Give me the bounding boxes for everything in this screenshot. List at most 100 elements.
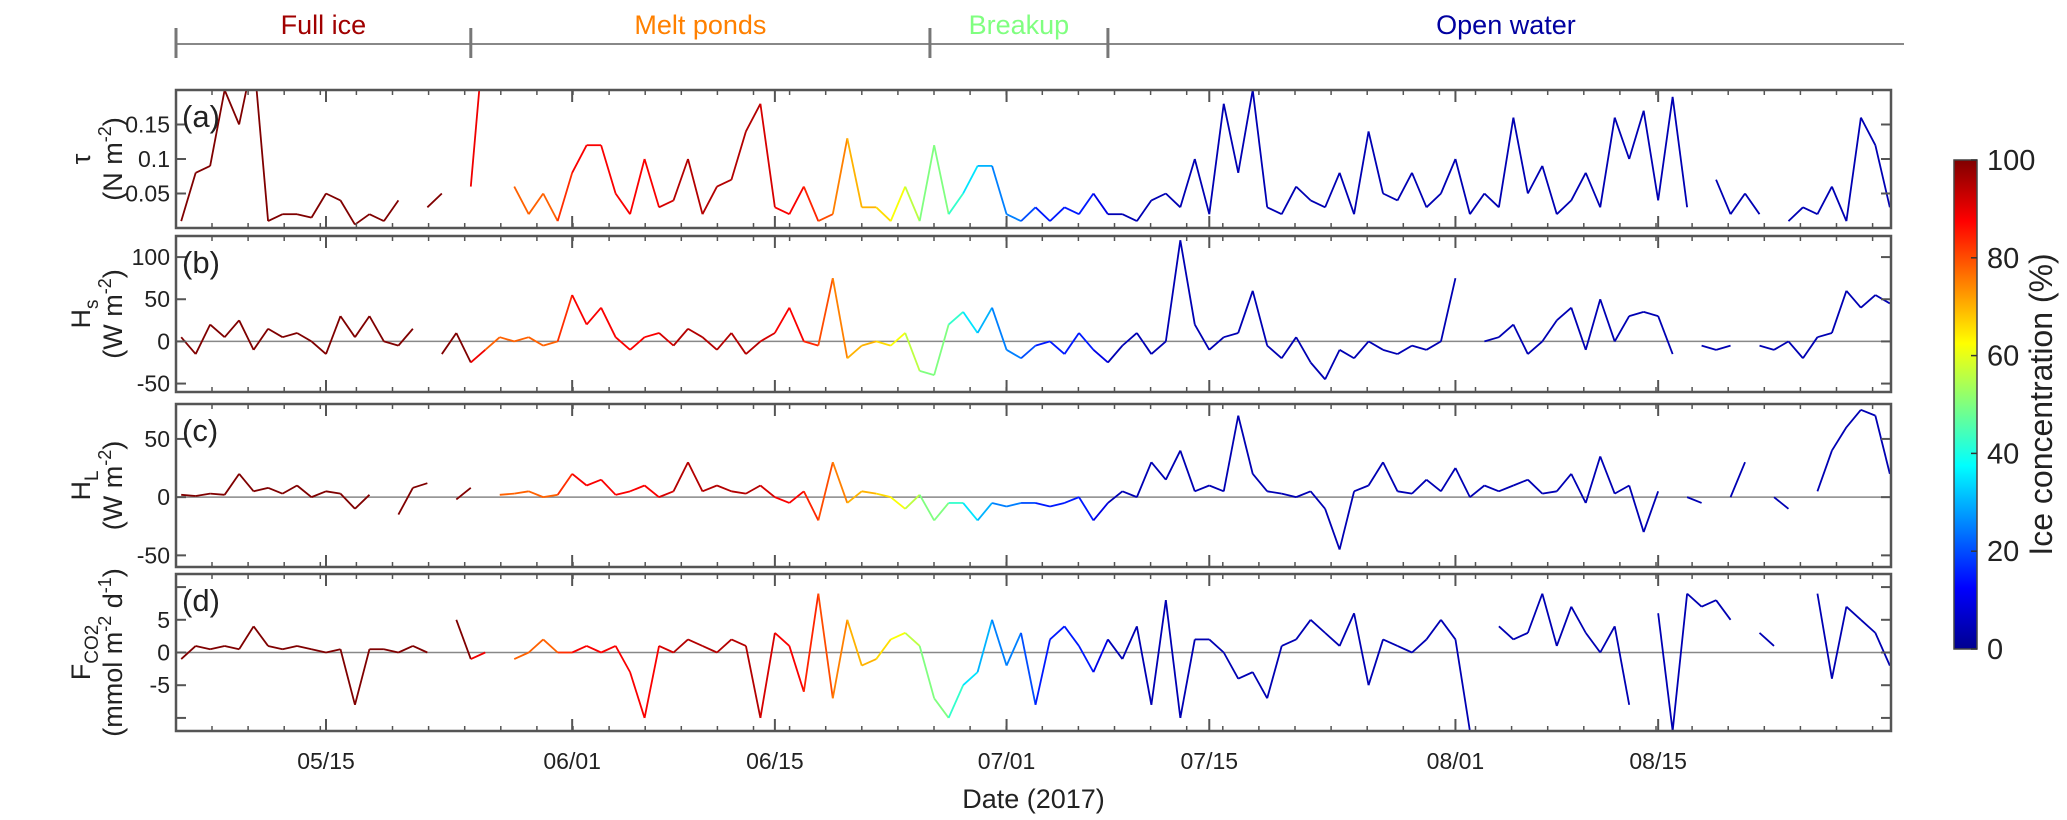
- data-segment: [1367, 461, 1384, 486]
- data-segment: [325, 315, 342, 355]
- data-segment: [267, 213, 283, 222]
- data-segment: [1309, 361, 1326, 380]
- unit-text: d: [98, 593, 128, 616]
- data-segment: [585, 307, 602, 326]
- data-segment: [846, 619, 863, 666]
- data-segment: [1527, 340, 1543, 355]
- data-segment: [571, 144, 588, 174]
- data-segment: [1526, 593, 1544, 634]
- y-tick-label: -50: [137, 371, 170, 397]
- data-segment: [1831, 426, 1848, 452]
- data-segment: [1599, 298, 1616, 342]
- data-segment: [1541, 319, 1558, 342]
- data-segment: [687, 327, 703, 338]
- data-segment: [817, 213, 834, 222]
- data-segment: [1440, 619, 1457, 640]
- data-segment: [615, 490, 631, 496]
- phase-label: Breakup: [969, 10, 1070, 40]
- data-segment: [1613, 626, 1631, 705]
- x-tick-label: 06/15: [746, 748, 804, 774]
- data-segment: [354, 649, 371, 706]
- data-segment: [962, 502, 979, 522]
- data-segment: [1092, 639, 1109, 673]
- data-segment: [774, 307, 791, 334]
- data-segment: [1382, 461, 1399, 492]
- data-segment: [296, 484, 313, 498]
- data-segment: [672, 158, 689, 201]
- data-segment: [1802, 336, 1819, 359]
- data-segment: [701, 336, 718, 351]
- data-segment: [1179, 450, 1196, 492]
- data-segment: [1729, 192, 1746, 215]
- data-segment: [600, 645, 616, 654]
- data-segment: [904, 632, 921, 647]
- data-segment: [1208, 336, 1225, 351]
- data-segment: [1295, 185, 1312, 202]
- data-segment: [255, 90, 269, 222]
- data-segment: [831, 619, 849, 699]
- data-segment: [1237, 90, 1254, 173]
- data-segment: [412, 482, 428, 489]
- data-segment: [788, 307, 805, 342]
- y-tick-label: -50: [137, 542, 170, 568]
- data-segment: [223, 90, 240, 125]
- panel-letter: (d): [182, 583, 220, 618]
- data-segment: [1078, 332, 1095, 351]
- data-segment: [1005, 632, 1022, 666]
- unit-exponent: -1: [95, 577, 115, 593]
- data-segment: [1440, 467, 1457, 492]
- data-segment: [1874, 632, 1891, 666]
- data-segment: [238, 625, 255, 650]
- data-segment: [339, 649, 356, 706]
- data-segment: [1425, 619, 1442, 640]
- data-segment: [1570, 606, 1587, 634]
- data-segment: [1513, 478, 1529, 487]
- data-segment: [571, 473, 588, 487]
- x-axis-title: Date (2017): [962, 784, 1105, 814]
- data-segment: [1107, 490, 1123, 504]
- data-segment: [1122, 490, 1138, 498]
- data-segment: [571, 645, 588, 654]
- data-segment: [1831, 186, 1848, 222]
- data-segment: [687, 638, 703, 647]
- data-segment: [1585, 632, 1601, 654]
- colorbar-title: Ice concentration (%): [2023, 253, 2059, 555]
- data-segment: [788, 490, 805, 504]
- data-segment: [817, 277, 834, 346]
- data-segment: [1758, 632, 1775, 647]
- data-segment: [1744, 192, 1761, 215]
- data-segment: [1150, 340, 1167, 355]
- data-segment: [1121, 625, 1138, 660]
- data-segment: [600, 144, 617, 194]
- panel-d: -5 0 5 (d) FCO2(mmol m-2 d-1): [66, 568, 1893, 737]
- data-segment: [1164, 240, 1182, 342]
- data-segment: [209, 90, 226, 167]
- data-segment: [296, 332, 312, 343]
- colorbar: 0 20 40 60 80 100 Ice concentration (%): [1953, 145, 2059, 666]
- data-segment: [1556, 199, 1572, 215]
- data-segment: [716, 484, 732, 493]
- data-segment: [1484, 484, 1500, 493]
- data-segment: [223, 319, 240, 338]
- data-segment: [918, 645, 936, 699]
- data-segment: [672, 328, 689, 347]
- data-segment: [354, 213, 370, 226]
- x-tick-label: 06/01: [543, 748, 601, 774]
- data-segment: [1802, 206, 1818, 216]
- y-label-symbol: H: [66, 309, 96, 329]
- y-label-subscript: L: [82, 470, 103, 481]
- data-segment: [644, 332, 660, 339]
- data-segment: [426, 192, 443, 208]
- data-segment: [1324, 172, 1341, 208]
- data-segment: [1787, 206, 1804, 222]
- data-segment: [1324, 508, 1341, 550]
- data-segment: [1498, 625, 1514, 641]
- data-segment: [991, 502, 1007, 508]
- data-segment: [1831, 606, 1848, 679]
- data-segment: [1164, 600, 1182, 719]
- x-tick-label: 08/01: [1427, 748, 1485, 774]
- data-segment: [571, 294, 588, 325]
- data-segment: [1860, 294, 1876, 309]
- y-label-subscript: CO2: [82, 625, 103, 664]
